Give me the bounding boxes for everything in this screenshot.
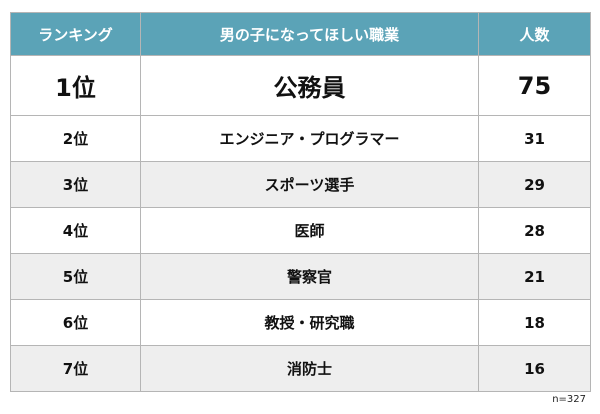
rank-cell: 2位 [10, 115, 141, 162]
job-cell: スポーツ選手 [140, 161, 479, 208]
table-row: 1位 公務員 75 [10, 55, 591, 116]
job-cell: 警察官 [140, 253, 479, 300]
table-body: 1位 公務員 75 2位 エンジニア・プログラマー 31 3位 スポーツ選手 29 4位 医師 28 5… [10, 55, 591, 392]
count-cell: 21 [478, 253, 591, 300]
count-cell: 18 [478, 299, 591, 346]
header-cell: 男の子になってほしい職業 [140, 12, 479, 56]
job-cell: 教授・研究職 [140, 299, 479, 346]
header-row: ランキング 男の子になってほしい職業 人数 [10, 12, 591, 56]
table-row: 2位 エンジニア・プログラマー 31 [10, 115, 591, 162]
rank-cell: 3位 [10, 161, 141, 208]
job-cell: エンジニア・プログラマー [140, 115, 479, 162]
table-row: 4位 医師 28 [10, 207, 591, 254]
ranking-table: ランキング 男の子になってほしい職業 人数 1位 公務員 75 2位 エンジニア・プログ… [10, 12, 591, 392]
job-cell: 医師 [140, 207, 479, 254]
rank-cell: 6位 [10, 299, 141, 346]
header-cell: 人数 [478, 12, 591, 56]
table-row: 5位 警察官 21 [10, 253, 591, 300]
table-header: ランキング 男の子になってほしい職業 人数 [10, 12, 591, 56]
rank-cell: 1位 [10, 55, 141, 116]
rank-cell: 4位 [10, 207, 141, 254]
table-row: 6位 教授・研究職 18 [10, 299, 591, 346]
count-cell: 16 [478, 345, 591, 392]
footnote: n=327 [552, 394, 586, 405]
count-cell: 29 [478, 161, 591, 208]
count-cell: 31 [478, 115, 591, 162]
job-cell: 消防士 [140, 345, 479, 392]
table-row: 7位 消防士 16 [10, 345, 591, 392]
job-cell: 公務員 [140, 55, 479, 116]
rank-cell: 7位 [10, 345, 141, 392]
table-row: 3位 スポーツ選手 29 [10, 161, 591, 208]
rank-cell: 5位 [10, 253, 141, 300]
header-cell: ランキング [10, 12, 141, 56]
count-cell: 28 [478, 207, 591, 254]
count-cell: 75 [478, 55, 591, 116]
